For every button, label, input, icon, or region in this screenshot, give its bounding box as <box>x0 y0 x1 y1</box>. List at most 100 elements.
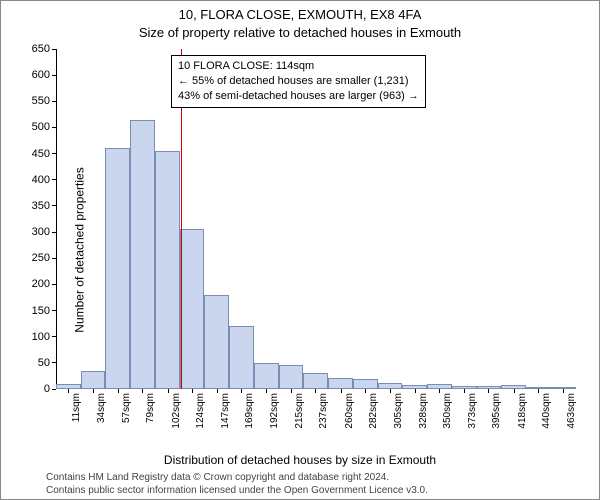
y-tick-mark <box>52 205 56 206</box>
x-tick-label: 79sqm <box>145 393 156 423</box>
y-tick-label: 0 <box>44 383 50 395</box>
x-tick-mark <box>168 389 169 393</box>
y-tick-label: 600 <box>32 69 50 81</box>
x-tick-mark <box>241 389 242 393</box>
histogram-bar <box>155 151 180 389</box>
x-tick-label: 237sqm <box>318 393 329 429</box>
histogram-bar <box>452 386 477 389</box>
x-axis-label: Distribution of detached houses by size … <box>1 453 599 467</box>
x-tick-label: 395sqm <box>491 393 502 429</box>
histogram-bar <box>402 385 427 389</box>
x-tick-mark <box>415 389 416 393</box>
x-tick-label: 124sqm <box>195 393 206 429</box>
x-tick-label: 192sqm <box>269 393 280 429</box>
x-tick-mark <box>464 389 465 393</box>
y-tick-label: 650 <box>32 43 50 55</box>
histogram-bar <box>353 379 378 389</box>
y-tick-mark <box>52 179 56 180</box>
histogram-bar <box>378 383 403 389</box>
y-axis-line <box>56 49 57 389</box>
histogram-bar <box>551 387 576 389</box>
histogram-bar <box>254 363 279 389</box>
x-tick-mark <box>538 389 539 393</box>
histogram-bar <box>56 384 81 389</box>
histogram-bar <box>526 387 551 389</box>
plot-area: 0501001502002503003504004505005506006501… <box>56 49 576 389</box>
x-tick-mark <box>341 389 342 393</box>
y-tick-label: 200 <box>32 278 50 290</box>
histogram-bar <box>204 295 229 389</box>
histogram-bar <box>501 385 526 389</box>
y-tick-label: 450 <box>32 148 50 160</box>
y-tick-mark <box>52 310 56 311</box>
histogram-bar <box>427 384 452 389</box>
y-tick-mark <box>52 336 56 337</box>
histogram-bar <box>81 371 106 389</box>
histogram-bar <box>229 326 254 389</box>
y-tick-label: 500 <box>32 121 50 133</box>
chart-title-line2: Size of property relative to detached ho… <box>1 25 599 40</box>
y-tick-label: 300 <box>32 226 50 238</box>
annotation-box: 10 FLORA CLOSE: 114sqm← 55% of detached … <box>171 55 426 108</box>
x-tick-mark <box>68 389 69 393</box>
x-tick-label: 215sqm <box>294 393 305 429</box>
y-tick-mark <box>52 362 56 363</box>
annotation-line1: 10 FLORA CLOSE: 114sqm <box>178 59 419 74</box>
footer-line1: Contains HM Land Registry data © Crown c… <box>46 472 599 485</box>
histogram-bar <box>130 120 155 389</box>
y-tick-label: 150 <box>32 305 50 317</box>
annotation-line2: ← 55% of detached houses are smaller (1,… <box>178 74 419 89</box>
x-tick-mark <box>118 389 119 393</box>
y-tick-label: 50 <box>38 357 50 369</box>
x-tick-mark <box>514 389 515 393</box>
y-tick-label: 100 <box>32 331 50 343</box>
x-tick-mark <box>192 389 193 393</box>
x-tick-label: 305sqm <box>393 393 404 429</box>
x-tick-mark <box>291 389 292 393</box>
chart-title-line1: 10, FLORA CLOSE, EXMOUTH, EX8 4FA <box>1 7 599 22</box>
x-tick-label: 328sqm <box>418 393 429 429</box>
annotation-line3: 43% of semi-detached houses are larger (… <box>178 89 419 104</box>
x-tick-label: 418sqm <box>517 393 528 429</box>
y-tick-label: 400 <box>32 174 50 186</box>
y-tick-label: 250 <box>32 252 50 264</box>
x-tick-label: 57sqm <box>121 393 132 423</box>
x-tick-mark <box>217 389 218 393</box>
x-tick-mark <box>488 389 489 393</box>
histogram-bar <box>477 386 502 389</box>
histogram-bar <box>303 373 328 389</box>
x-tick-label: 102sqm <box>171 393 182 429</box>
x-tick-label: 11sqm <box>71 393 82 422</box>
x-tick-mark <box>390 389 391 393</box>
chart-container: 10, FLORA CLOSE, EXMOUTH, EX8 4FA Size o… <box>0 0 600 500</box>
x-tick-mark <box>93 389 94 393</box>
footer-line2: Contains public sector information licen… <box>46 485 599 498</box>
x-tick-mark <box>266 389 267 393</box>
footer-attribution: Contains HM Land Registry data © Crown c… <box>1 472 599 497</box>
x-tick-label: 282sqm <box>368 393 379 429</box>
histogram-bar <box>328 378 353 390</box>
y-tick-mark <box>52 284 56 285</box>
y-tick-label: 350 <box>32 200 50 212</box>
x-tick-mark <box>142 389 143 393</box>
x-tick-label: 34sqm <box>96 393 107 423</box>
x-tick-label: 147sqm <box>220 393 231 429</box>
x-tick-label: 440sqm <box>541 393 552 429</box>
x-tick-mark <box>563 389 564 393</box>
y-tick-mark <box>52 258 56 259</box>
x-tick-label: 373sqm <box>467 393 478 429</box>
x-tick-label: 463sqm <box>566 393 577 429</box>
histogram-bar <box>279 365 304 389</box>
y-tick-mark <box>52 49 56 50</box>
x-tick-mark <box>315 389 316 393</box>
x-tick-label: 260sqm <box>344 393 355 429</box>
y-tick-mark <box>52 101 56 102</box>
histogram-bar <box>180 229 205 389</box>
x-tick-mark <box>439 389 440 393</box>
x-tick-mark <box>365 389 366 393</box>
x-tick-label: 169sqm <box>244 393 255 429</box>
y-tick-mark <box>52 232 56 233</box>
y-tick-mark <box>52 153 56 154</box>
x-tick-label: 350sqm <box>442 393 453 429</box>
y-tick-label: 550 <box>32 95 50 107</box>
